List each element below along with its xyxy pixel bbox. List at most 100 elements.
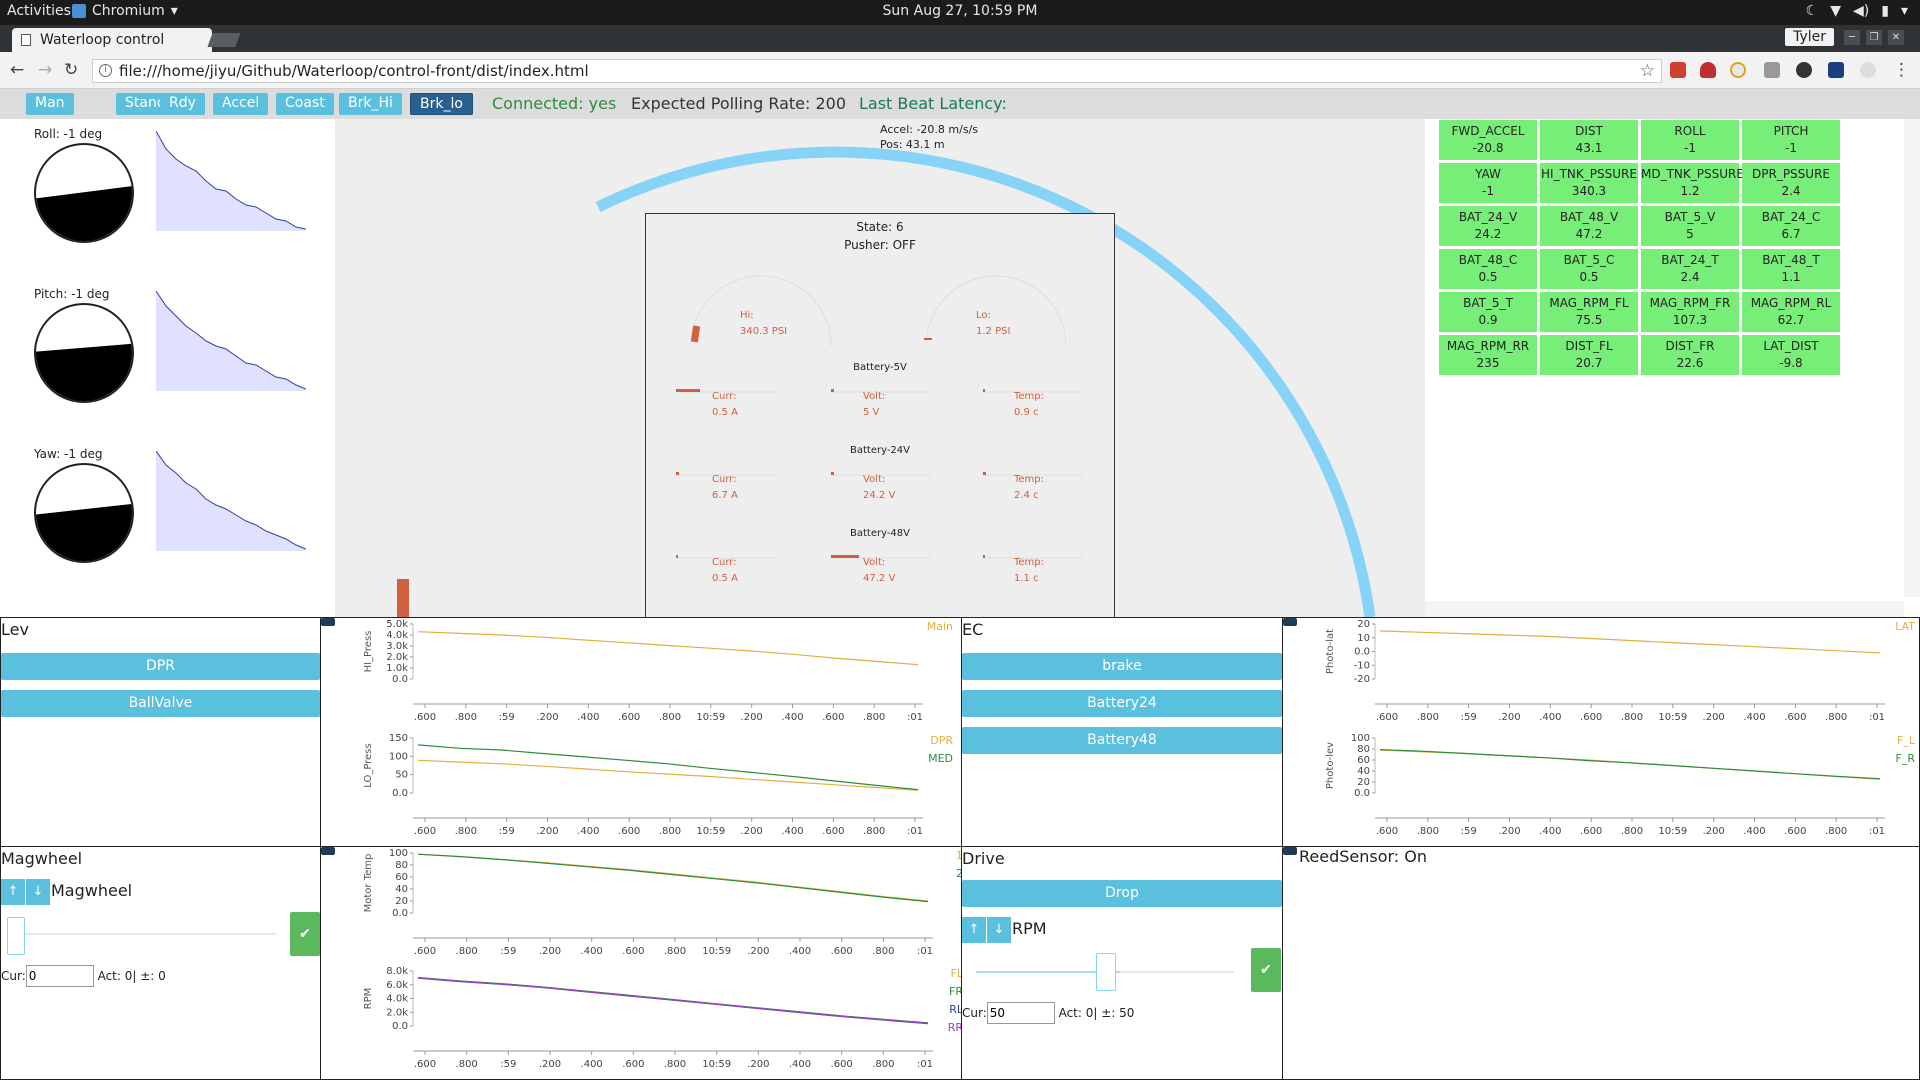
y-tick-label: 60 (1357, 755, 1370, 766)
telemetry-cell: BAT_24_V 24.2 (1439, 206, 1537, 246)
menu-icon[interactable]: ⋮ (1893, 60, 1910, 80)
x-tick-label: :59 (500, 1059, 516, 1070)
panel-handle-icon[interactable] (321, 847, 335, 855)
x-tick-label: :59 (500, 946, 516, 957)
magwheel-slider-handle[interactable] (7, 917, 25, 955)
x-tick-label: .800 (1621, 712, 1643, 723)
x-tick-label: .400 (789, 946, 811, 957)
telemetry-value: 20.7 (1575, 356, 1603, 370)
x-tick-label: .200 (747, 1059, 769, 1070)
restore-icon[interactable]: ❐ (1866, 30, 1882, 45)
panel-title: EC (962, 620, 984, 639)
dpr-button[interactable]: DPR (1, 653, 320, 680)
new-tab-button[interactable] (207, 33, 241, 47)
y-tick-label: 0.0 (392, 674, 408, 685)
info-icon[interactable]: i (99, 64, 112, 77)
extension-icon[interactable] (1860, 62, 1876, 78)
state-button-coast[interactable]: Coast (276, 93, 334, 115)
y-tick-label: 20 (395, 896, 408, 907)
activities-button[interactable]: Activities (7, 3, 71, 19)
rpm-cur-input[interactable] (986, 1002, 1055, 1024)
x-tick-label: .400 (1539, 826, 1561, 837)
drop-button[interactable]: Drop (962, 880, 1282, 907)
arrow-down-button[interactable]: ↓ (26, 879, 50, 905)
x-tick-label: .400 (1743, 712, 1765, 723)
panel-handle-icon[interactable] (1283, 847, 1297, 855)
browser-tab[interactable]: Waterloop control (12, 28, 212, 52)
pressure-charts-panel: 5.0k 4.0k 3.0k 2.0k 1.0k 0.0 HI_Press .600.800:… (320, 617, 962, 847)
battery48-button[interactable]: Battery48 (962, 727, 1282, 754)
x-tick-label: .400 (1743, 826, 1765, 837)
system-tray[interactable]: ☾ ▼ ◀) ▮ ▾ (1806, 3, 1908, 19)
rpm-confirm-button[interactable]: ✔ (1251, 948, 1281, 992)
state-button-accel[interactable]: Accel (213, 93, 269, 115)
telemetry-label: DIST_FL (1565, 339, 1613, 353)
address-bar[interactable]: i file:///home/jiyu/Github/Waterloop/con… (92, 59, 1662, 83)
telemetry-cell: ROLL -1 (1641, 120, 1739, 160)
y-tick-label: 0.0 (392, 1021, 408, 1032)
minimize-icon[interactable]: ─ (1844, 30, 1860, 45)
arrow-down-button[interactable]: ↓ (987, 917, 1011, 943)
voltage-value: 5 V (863, 407, 880, 418)
x-tick-label: .600 (414, 1059, 436, 1070)
y-tick-label: 10 (1357, 633, 1370, 644)
voltage-label: Volt: (863, 557, 886, 568)
user-profile-button[interactable]: Tyler (1785, 28, 1834, 46)
rpm-slider-handle[interactable] (1096, 953, 1116, 991)
x-tick-label: .800 (664, 946, 686, 957)
extension-icon[interactable] (1828, 62, 1844, 78)
arrow-up-button[interactable]: ↑ (1, 879, 25, 905)
lo-pressure-gauge: Lo: 1.2 PSI (976, 308, 1010, 340)
arrow-up-button[interactable]: ↑ (962, 917, 986, 943)
magwheel-slider-track[interactable] (11, 933, 276, 935)
act-readout: Act: 0| ±: 50 (1058, 1006, 1135, 1020)
brake-button[interactable]: brake (962, 653, 1282, 680)
state-button-brk-hi[interactable]: Brk_Hi (339, 93, 402, 115)
state-button-man[interactable]: Man (26, 93, 74, 115)
puzzle-icon[interactable] (1764, 62, 1780, 78)
x-tick-label: .400 (781, 826, 803, 837)
extension-icon[interactable] (1670, 62, 1686, 78)
current-label: Curr: (712, 391, 737, 402)
panel-handle-icon[interactable] (321, 618, 335, 626)
extension-icon[interactable] (1730, 62, 1746, 78)
url-text: file:///home/jiyu/Github/Waterloop/contr… (119, 62, 589, 80)
telemetry-label: MD_TNK_PSSURE (1641, 167, 1744, 181)
app-menu[interactable]: Chromium ▾ (72, 3, 178, 19)
x-tick-label: .600 (622, 1059, 644, 1070)
vertical-scrollbar[interactable] (1904, 119, 1920, 597)
horizontal-scrollbar[interactable] (1425, 601, 1904, 617)
yaw-label: Yaw: -1 deg (34, 447, 103, 461)
extension-icon[interactable] (1796, 62, 1812, 78)
y-axis-label: Photo-lev (1325, 742, 1336, 789)
telemetry-value: 22.6 (1676, 356, 1704, 370)
telemetry-value: 24.2 (1474, 227, 1502, 241)
telemetry-cell: DIST 43.1 (1540, 120, 1638, 160)
magwheel-cur-input[interactable] (25, 965, 94, 987)
shield-icon[interactable] (1700, 62, 1716, 78)
series-line (417, 631, 919, 666)
ballvalve-button[interactable]: BallValve (1, 690, 320, 717)
x-tick-label: .600 (1580, 826, 1602, 837)
clock[interactable]: Sun Aug 27, 10:59 PM (882, 3, 1038, 19)
x-tick-label: .600 (1580, 712, 1602, 723)
state-button-rdy[interactable]: Rdy (160, 93, 205, 115)
rpm-slider-track[interactable] (1120, 971, 1234, 973)
battery24-button[interactable]: Battery24 (962, 690, 1282, 717)
magwheel-confirm-button[interactable]: ✔ (290, 912, 320, 956)
x-tick-label: .800 (872, 946, 894, 957)
reload-icon[interactable]: ↻ (64, 60, 79, 80)
y-tick-label: 8.0k (386, 966, 408, 977)
panel-handle-icon[interactable] (1283, 618, 1297, 626)
battery-temp: Temp: 0.9 c (1014, 389, 1044, 421)
close-icon[interactable]: ✕ (1888, 30, 1904, 45)
state-button-brk-lo[interactable]: Brk_lo (410, 93, 473, 115)
telemetry-value: 47.2 (1575, 227, 1603, 241)
battery-temp: Temp: 2.4 c (1014, 472, 1044, 504)
back-icon[interactable]: ← (10, 60, 25, 80)
telemetry-value: 1.1 (1781, 270, 1801, 284)
bookmark-star-icon[interactable]: ☆ (1639, 61, 1655, 81)
rpm-slider-fill[interactable] (976, 971, 1120, 973)
forward-icon[interactable]: → (38, 60, 53, 80)
x-tick-label: .800 (1825, 712, 1847, 723)
